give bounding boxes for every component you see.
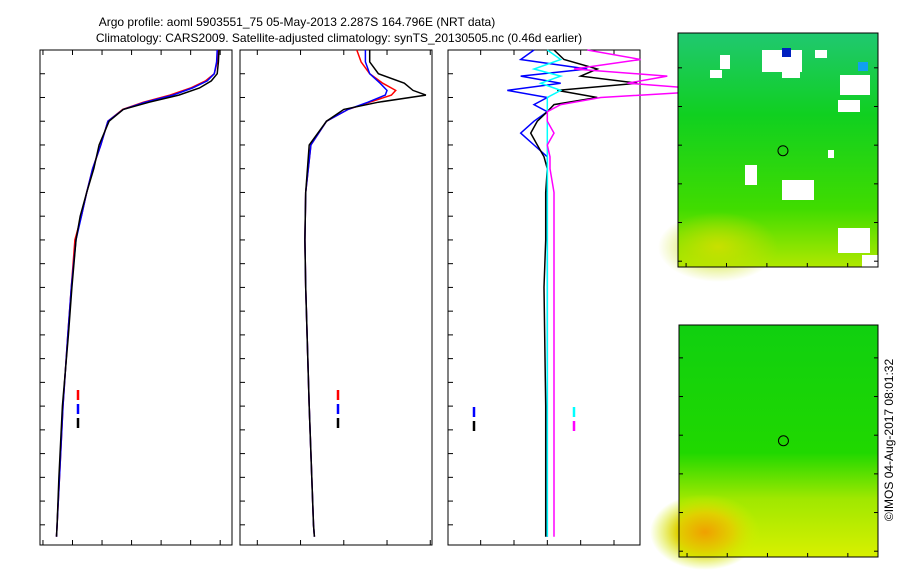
missing-data-patch bbox=[762, 50, 802, 72]
map-warm-area bbox=[658, 212, 778, 282]
missing-data-patch bbox=[720, 55, 730, 69]
series-line-clim bbox=[304, 49, 397, 537]
credit-text: ©IMOS 04-Aug-2017 08:01:32 bbox=[882, 359, 896, 522]
missing-data-patch bbox=[710, 70, 722, 78]
cool-pixel bbox=[858, 62, 868, 71]
series-line-argo bbox=[304, 50, 427, 537]
plot-frame bbox=[39, 49, 233, 546]
series-line-sargo bbox=[546, 49, 721, 537]
temperature-panel bbox=[39, 49, 233, 546]
series-line-argo bbox=[529, 49, 638, 537]
title-line1: Argo profile: aoml 5903551_75 05-May-201… bbox=[99, 15, 495, 29]
sla-map-panel bbox=[650, 324, 879, 570]
sst-map-panel bbox=[658, 32, 879, 282]
series-line-sat bbox=[55, 49, 218, 537]
map-high-sla-area bbox=[650, 494, 760, 570]
missing-data-patch bbox=[838, 100, 860, 112]
missing-data-patch bbox=[840, 75, 870, 95]
plot-frame bbox=[447, 49, 641, 546]
missing-data-patch bbox=[838, 228, 870, 253]
difference-panel bbox=[447, 49, 721, 546]
map-frame bbox=[678, 324, 879, 558]
argo-position-marker bbox=[777, 145, 789, 157]
series-line-sat bbox=[304, 50, 388, 537]
series-line-clim bbox=[55, 49, 219, 537]
argo-position-marker bbox=[777, 435, 789, 447]
missing-data-patch bbox=[862, 255, 878, 267]
missing-data-patch bbox=[782, 68, 800, 78]
series-line-argo bbox=[55, 49, 220, 537]
missing-data-patch bbox=[828, 150, 834, 158]
plot-frame bbox=[239, 49, 433, 546]
title-line2: Climatology: CARS2009. Satellite-adjuste… bbox=[96, 31, 582, 45]
series-line-ssat bbox=[531, 49, 564, 537]
missing-data-patch bbox=[815, 50, 827, 58]
missing-data-patch bbox=[745, 165, 757, 185]
map-frame bbox=[677, 32, 879, 268]
cold-pixel bbox=[782, 48, 791, 57]
missing-data-patch bbox=[782, 180, 814, 200]
salinity-panel bbox=[239, 49, 433, 546]
